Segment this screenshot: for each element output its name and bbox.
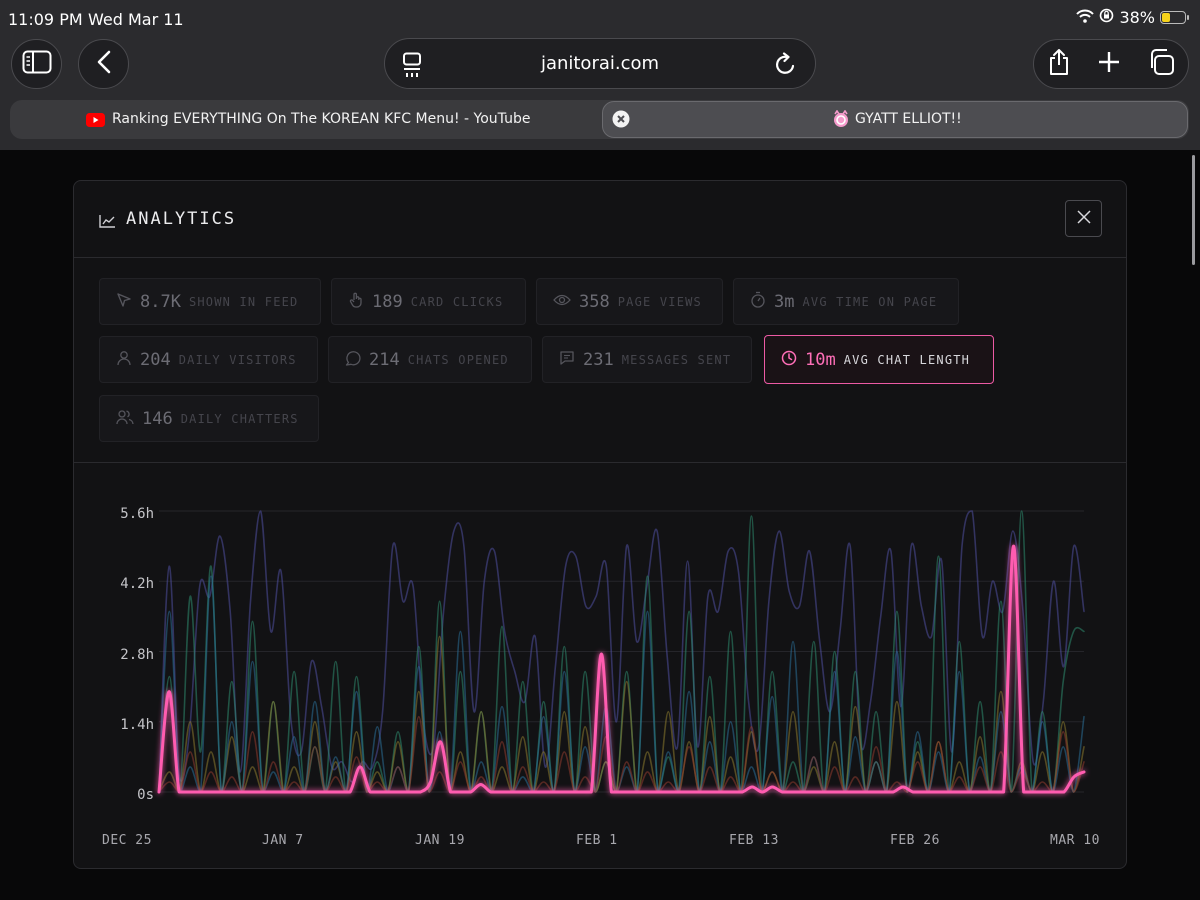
clock-icon <box>781 350 797 370</box>
reload-icon[interactable] <box>775 52 797 80</box>
stat-label: DAILY CHATTERS <box>180 411 299 426</box>
stats-divider <box>74 462 1126 463</box>
status-time: 11:09 PM <box>8 10 83 29</box>
status-date: Wed Mar 11 <box>88 10 184 29</box>
stat-shown-in-feed[interactable]: 8.7K SHOWN IN FEED <box>99 278 321 325</box>
y-tick-label: 5.6h <box>120 506 154 522</box>
stat-daily-visitors[interactable]: 204 DAILY VISITORS <box>99 336 318 383</box>
stat-value: 146 <box>142 408 173 429</box>
stat-avg-chat-length[interactable]: 10m AVG CHAT LENGTH <box>764 335 994 384</box>
modal-title: ANALYTICS <box>126 209 237 229</box>
page-menu-icon[interactable] <box>402 52 422 82</box>
stat-label: CHATS OPENED <box>407 352 509 367</box>
chevron-left-icon <box>97 50 111 78</box>
message-square-icon <box>559 350 575 370</box>
back-button[interactable] <box>78 39 129 89</box>
y-tick-label: 0s <box>137 787 154 803</box>
x-tick-label: DEC 25 <box>102 833 152 848</box>
cursor-icon <box>116 292 132 312</box>
stat-value: 189 <box>372 291 403 312</box>
line-chart-icon <box>99 213 116 232</box>
line-chart <box>157 510 1086 794</box>
stat-card-clicks[interactable]: 189 CARD CLICKS <box>331 278 526 325</box>
janitor-icon <box>832 109 850 132</box>
stat-value: 10m <box>805 349 836 370</box>
modal-header: ANALYTICS <box>74 181 1126 258</box>
browser-chrome: 11:09 PM Wed Mar 11 38% janitorai.co <box>0 0 1200 150</box>
stat-value: 358 <box>579 291 610 312</box>
new-tab-plus-icon[interactable] <box>1097 50 1121 78</box>
stat-avg-time-on-page[interactable]: 3m AVG TIME ON PAGE <box>733 278 959 325</box>
stat-label: DAILY VISITORS <box>178 352 297 367</box>
x-tick-label: FEB 26 <box>890 833 940 848</box>
x-tick-label: JAN 19 <box>415 833 465 848</box>
pointer-hand-icon <box>348 292 364 312</box>
user-icon <box>116 350 132 370</box>
stat-value: 231 <box>583 349 614 370</box>
tab-active-title: GYATT ELLIOT!! <box>855 111 962 127</box>
stat-value: 8.7K <box>140 291 181 312</box>
scrollbar[interactable] <box>1192 155 1195 265</box>
sidebar-toggle-button[interactable] <box>11 39 62 89</box>
chat-bubble-icon <box>345 350 361 370</box>
close-modal-button[interactable] <box>1065 200 1102 237</box>
stat-chats-opened[interactable]: 214 CHATS OPENED <box>328 336 532 383</box>
stat-label: AVG TIME ON PAGE <box>802 294 938 309</box>
x-tick-label: JAN 7 <box>262 833 304 848</box>
y-tick-label: 2.8h <box>120 647 154 663</box>
stat-label: MESSAGES SENT <box>621 352 732 367</box>
toolbar-actions <box>1033 39 1189 89</box>
close-tab-icon[interactable] <box>612 110 630 132</box>
x-tick-label: FEB 13 <box>729 833 779 848</box>
battery-level <box>1162 13 1170 22</box>
youtube-icon <box>86 112 105 131</box>
y-tick-label: 4.2h <box>120 576 154 592</box>
stat-messages-sent[interactable]: 231 MESSAGES SENT <box>542 336 752 383</box>
series-line-avg-chat-length <box>157 544 1086 794</box>
x-tick-label: MAR 10 <box>1050 833 1100 848</box>
stat-label: PAGE VIEWS <box>617 294 702 309</box>
stat-value: 3m <box>774 291 795 312</box>
tab-active[interactable] <box>602 101 1188 138</box>
stat-label: CARD CLICKS <box>410 294 504 309</box>
eye-icon <box>553 292 571 311</box>
stat-page-views[interactable]: 358 PAGE VIEWS <box>536 278 723 325</box>
battery-percent: 38% <box>1119 8 1155 27</box>
stat-value: 214 <box>369 349 400 370</box>
status-bar: 11:09 PM Wed Mar 11 38% <box>0 0 1200 38</box>
wifi-icon <box>1076 8 1095 27</box>
stat-value: 204 <box>140 349 171 370</box>
stat-label: SHOWN IN FEED <box>188 294 299 309</box>
tabs-overview-icon[interactable] <box>1147 48 1175 80</box>
sidebar-icon <box>22 50 52 78</box>
battery-icon <box>1160 11 1189 24</box>
stat-daily-chatters[interactable]: 146 DAILY CHATTERS <box>99 395 319 442</box>
tab-youtube[interactable]: Ranking EVERYTHING On The KOREAN KFC Men… <box>112 111 531 127</box>
share-icon[interactable] <box>1047 48 1071 80</box>
y-tick-label: 1.4h <box>120 717 154 733</box>
x-tick-label: FEB 1 <box>576 833 618 848</box>
series-line-muted <box>158 715 1085 793</box>
status-indicators: 38% <box>1076 8 1189 27</box>
address-bar[interactable]: janitorai.com <box>384 38 816 89</box>
analytics-modal: ANALYTICS 8.7K SHOWN IN FEED 189 CARD CL… <box>73 180 1127 869</box>
url-text: janitorai.com <box>540 53 660 74</box>
orientation-lock-icon <box>1099 8 1114 27</box>
users-icon <box>116 409 134 429</box>
stat-label: AVG CHAT LENGTH <box>843 352 971 367</box>
close-icon <box>1076 209 1092 229</box>
stopwatch-icon <box>750 291 766 312</box>
